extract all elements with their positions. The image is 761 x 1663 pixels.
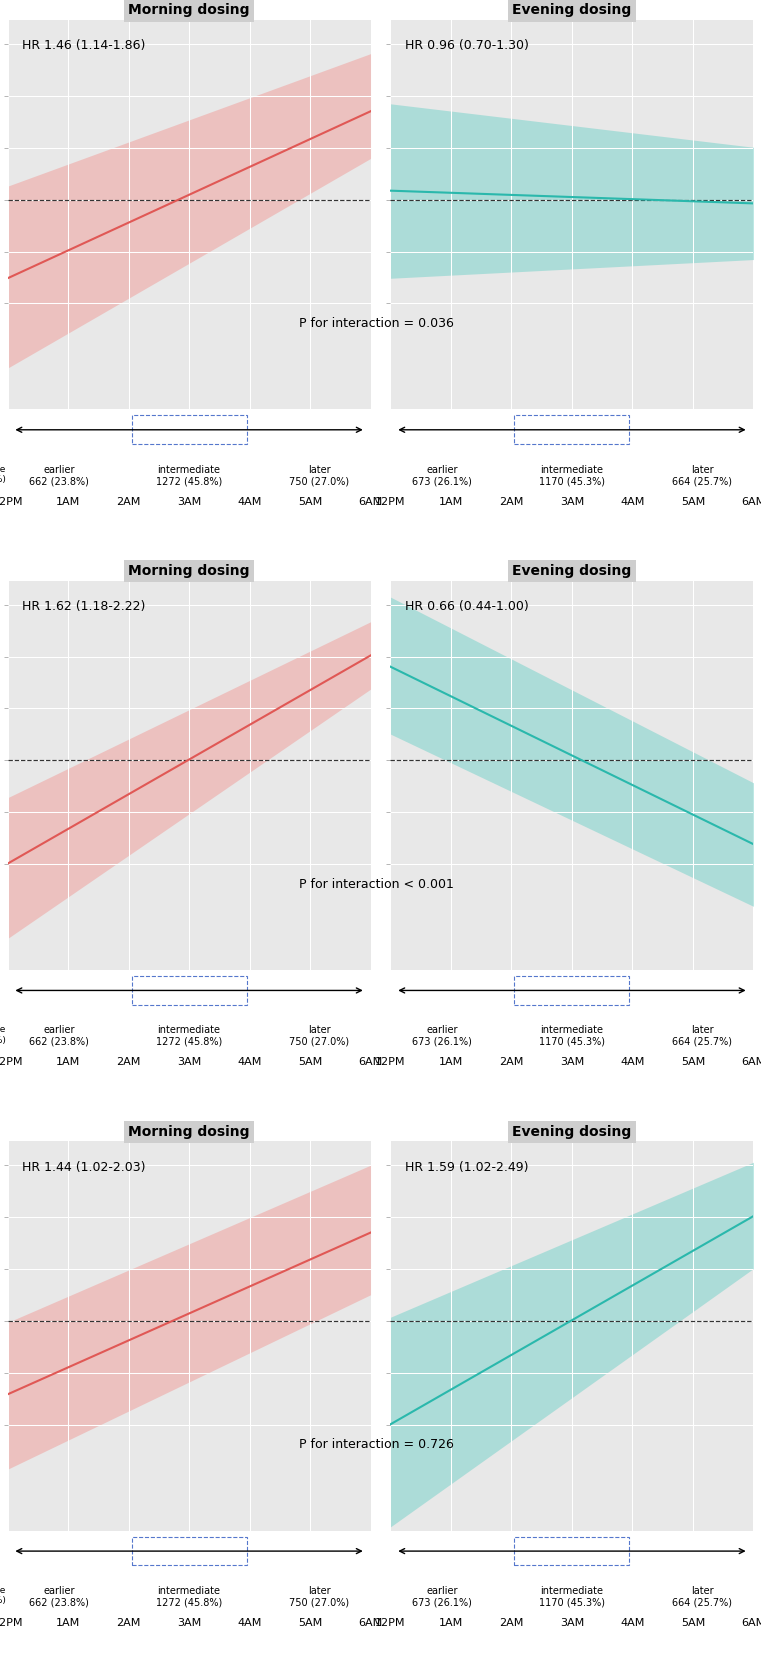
Text: 1AM: 1AM xyxy=(56,1618,80,1628)
Text: earlier
673 (26.1%): earlier 673 (26.1%) xyxy=(412,1587,472,1608)
Text: 3AM: 3AM xyxy=(177,1058,201,1068)
Text: 2AM: 2AM xyxy=(116,1058,141,1068)
Text: 2AM: 2AM xyxy=(499,497,524,507)
Text: 3AM: 3AM xyxy=(177,1618,201,1628)
Text: earlier
662 (23.8%): earlier 662 (23.8%) xyxy=(29,1587,89,1608)
Text: later
664 (25.7%): later 664 (25.7%) xyxy=(672,1026,732,1048)
Text: 12PM: 12PM xyxy=(0,497,23,507)
Bar xyxy=(132,976,247,1004)
Text: later
750 (27.0%): later 750 (27.0%) xyxy=(289,1587,349,1608)
Text: P for interaction = 0.036: P for interaction = 0.036 xyxy=(298,318,454,331)
Text: 12PM: 12PM xyxy=(375,1058,406,1068)
Text: 5AM: 5AM xyxy=(681,1618,705,1628)
Text: 5AM: 5AM xyxy=(298,1618,322,1628)
Text: 4AM: 4AM xyxy=(237,497,262,507)
Text: 4AM: 4AM xyxy=(237,1618,262,1628)
Title: Evening dosing: Evening dosing xyxy=(512,564,632,579)
Text: HR 1.62 (1.18-2.22): HR 1.62 (1.18-2.22) xyxy=(22,600,145,614)
Title: Morning dosing: Morning dosing xyxy=(129,3,250,17)
Text: 6AM: 6AM xyxy=(741,497,761,507)
Text: 6AM: 6AM xyxy=(741,1058,761,1068)
Text: 12PM: 12PM xyxy=(375,497,406,507)
Bar xyxy=(132,1537,247,1565)
Text: 6AM: 6AM xyxy=(358,497,383,507)
Title: Evening dosing: Evening dosing xyxy=(512,1124,632,1139)
Text: earlier
662 (23.8%): earlier 662 (23.8%) xyxy=(29,1026,89,1048)
Text: 1AM: 1AM xyxy=(439,497,463,507)
Text: earlier
673 (26.1%): earlier 673 (26.1%) xyxy=(412,464,472,486)
Text: 2AM: 2AM xyxy=(116,497,141,507)
Text: later
664 (25.7%): later 664 (25.7%) xyxy=(672,1587,732,1608)
Text: 6AM: 6AM xyxy=(358,1058,383,1068)
Text: 1AM: 1AM xyxy=(56,497,80,507)
Text: P for interaction = 0.726: P for interaction = 0.726 xyxy=(298,1438,454,1452)
Text: HR 1.46 (1.14-1.86): HR 1.46 (1.14-1.86) xyxy=(22,40,145,53)
Text: 4AM: 4AM xyxy=(620,497,645,507)
Text: HR 1.59 (1.02-2.49): HR 1.59 (1.02-2.49) xyxy=(405,1161,528,1174)
Text: chronotype
number (%): chronotype number (%) xyxy=(0,1026,6,1044)
Text: later
664 (25.7%): later 664 (25.7%) xyxy=(672,464,732,486)
Text: 2AM: 2AM xyxy=(499,1058,524,1068)
Text: 2AM: 2AM xyxy=(116,1618,141,1628)
Text: 2AM: 2AM xyxy=(499,1618,524,1628)
Text: intermediate
1272 (45.8%): intermediate 1272 (45.8%) xyxy=(156,464,222,486)
Text: 6AM: 6AM xyxy=(741,1618,761,1628)
Text: chronotype
number (%): chronotype number (%) xyxy=(0,1587,6,1605)
Bar xyxy=(514,976,629,1004)
Text: 1AM: 1AM xyxy=(439,1058,463,1068)
Text: earlier
662 (23.8%): earlier 662 (23.8%) xyxy=(29,464,89,486)
Text: 12PM: 12PM xyxy=(0,1618,23,1628)
Text: 4AM: 4AM xyxy=(620,1618,645,1628)
Text: 3AM: 3AM xyxy=(177,497,201,507)
Text: 12PM: 12PM xyxy=(0,1058,23,1068)
Text: HR 0.66 (0.44-1.00): HR 0.66 (0.44-1.00) xyxy=(405,600,529,614)
Text: 6AM: 6AM xyxy=(358,1618,383,1628)
Text: P for interaction < 0.001: P for interaction < 0.001 xyxy=(298,878,454,891)
Bar xyxy=(132,416,247,444)
Text: 3AM: 3AM xyxy=(560,497,584,507)
Text: chronotype
number (%): chronotype number (%) xyxy=(0,464,6,484)
Text: 3AM: 3AM xyxy=(560,1058,584,1068)
Bar xyxy=(514,416,629,444)
Text: earlier
673 (26.1%): earlier 673 (26.1%) xyxy=(412,1026,472,1048)
Text: HR 0.96 (0.70-1.30): HR 0.96 (0.70-1.30) xyxy=(405,40,529,53)
Text: 1AM: 1AM xyxy=(56,1058,80,1068)
Text: intermediate
1170 (45.3%): intermediate 1170 (45.3%) xyxy=(539,1587,605,1608)
Title: Morning dosing: Morning dosing xyxy=(129,1124,250,1139)
Bar xyxy=(514,1537,629,1565)
Text: intermediate
1272 (45.8%): intermediate 1272 (45.8%) xyxy=(156,1587,222,1608)
Text: later
750 (27.0%): later 750 (27.0%) xyxy=(289,464,349,486)
Text: 5AM: 5AM xyxy=(681,497,705,507)
Text: intermediate
1170 (45.3%): intermediate 1170 (45.3%) xyxy=(539,1026,605,1048)
Text: 4AM: 4AM xyxy=(237,1058,262,1068)
Text: HR 1.44 (1.02-2.03): HR 1.44 (1.02-2.03) xyxy=(22,1161,145,1174)
Title: Evening dosing: Evening dosing xyxy=(512,3,632,17)
Text: 5AM: 5AM xyxy=(681,1058,705,1068)
Text: 5AM: 5AM xyxy=(298,1058,322,1068)
Text: 12PM: 12PM xyxy=(375,1618,406,1628)
Title: Morning dosing: Morning dosing xyxy=(129,564,250,579)
Text: intermediate
1170 (45.3%): intermediate 1170 (45.3%) xyxy=(539,464,605,486)
Text: later
750 (27.0%): later 750 (27.0%) xyxy=(289,1026,349,1048)
Text: 3AM: 3AM xyxy=(560,1618,584,1628)
Text: 5AM: 5AM xyxy=(298,497,322,507)
Text: intermediate
1272 (45.8%): intermediate 1272 (45.8%) xyxy=(156,1026,222,1048)
Text: 4AM: 4AM xyxy=(620,1058,645,1068)
Text: 1AM: 1AM xyxy=(439,1618,463,1628)
